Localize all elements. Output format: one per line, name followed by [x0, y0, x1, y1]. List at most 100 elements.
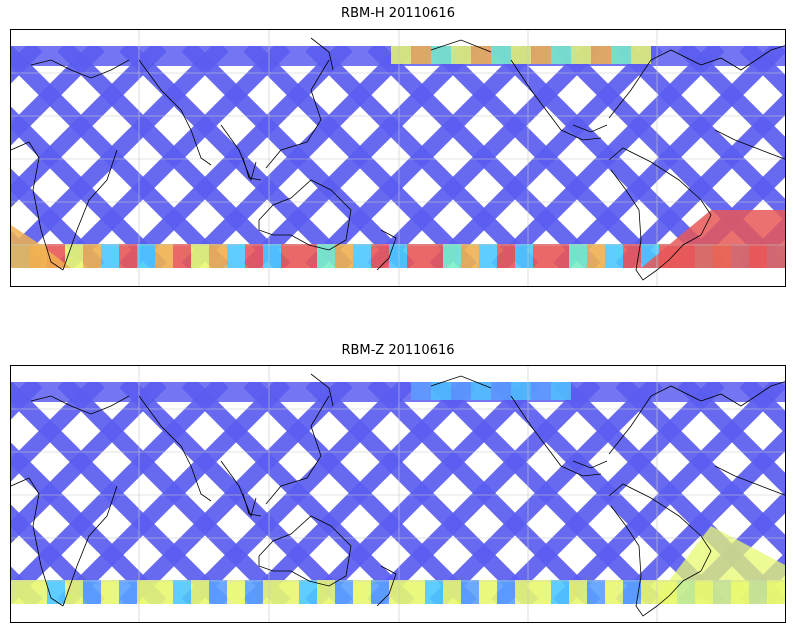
- coastline-segment: [138, 395, 212, 502]
- swath-band-descending: [181, 40, 415, 274]
- graticule: [11, 30, 785, 286]
- south-coverage-cell: [155, 580, 173, 604]
- swath-band-descending: [119, 376, 353, 610]
- south-coverage-cell: [443, 244, 461, 268]
- coastline-segment: [376, 229, 397, 271]
- south-coverage-cell: [335, 580, 353, 604]
- coastline-segment: [265, 395, 330, 505]
- south-coverage-cell: [29, 580, 47, 604]
- north-cool-cell: [451, 382, 471, 400]
- south-coverage-cell: [65, 244, 83, 268]
- south-coverage-cell: [443, 580, 461, 604]
- north-warm-cell: [431, 46, 451, 64]
- south-coverage-cell: [623, 580, 641, 604]
- south-coverage-cell: [47, 580, 65, 604]
- swath-band-descending: [11, 44, 229, 274]
- north-warm-cell: [511, 46, 531, 64]
- south-coverage-cell: [605, 244, 623, 268]
- no-coverage-north: [11, 366, 785, 382]
- coastline-segment: [608, 483, 712, 572]
- no-coverage-north: [11, 30, 785, 46]
- north-warm-cell: [631, 46, 651, 64]
- south-coverage-cell: [281, 580, 299, 604]
- south-coverage-cell: [533, 244, 551, 268]
- coastline-segment: [138, 59, 212, 166]
- south-coverage-cell: [83, 580, 101, 604]
- south-coverage-cell: [389, 580, 407, 604]
- coastline-segment: [572, 460, 608, 469]
- swath-layer: [11, 40, 785, 274]
- coastline-outline-icon: [11, 373, 785, 617]
- north-warm-cell: [451, 46, 471, 64]
- map-canvas-top: [11, 30, 785, 286]
- panel-title-top: RBM-H 20110616: [341, 6, 455, 21]
- coastline-segment: [310, 37, 334, 71]
- swath-band-descending: [11, 442, 167, 610]
- south-coverage-cell: [461, 244, 479, 268]
- swath-band-descending: [739, 376, 785, 434]
- south-coverage-cell: [137, 244, 155, 268]
- south-coverage-cell: [119, 244, 137, 268]
- coastline-segment: [30, 395, 130, 415]
- south-coverage-cell: [245, 244, 263, 268]
- south-coverage-cell: [461, 580, 479, 604]
- swath-band-descending: [305, 376, 539, 610]
- south-coverage-cell: [515, 244, 533, 268]
- south-coverage-cell: [407, 580, 425, 604]
- south-coverage-cell: [209, 244, 227, 268]
- south-coverage-cell: [785, 580, 786, 604]
- south-coverage-cell: [83, 244, 101, 268]
- north-warm-cell: [611, 46, 631, 64]
- south-coverage-cell: [425, 580, 443, 604]
- swath-band-descending: [429, 40, 663, 274]
- south-coverage-cell: [101, 580, 119, 604]
- south-coverage-cell: [371, 244, 389, 268]
- coastline-segment: [608, 147, 712, 236]
- swath-band-descending: [181, 376, 415, 610]
- map-canvas-bottom: [11, 366, 786, 622]
- south-coverage-cell: [191, 580, 209, 604]
- south-coverage-cell: [119, 580, 137, 604]
- south-east-warm-zone: [651, 526, 785, 604]
- south-coverage-cell: [425, 244, 443, 268]
- south-coverage-cell: [299, 244, 317, 268]
- swath-band-descending: [677, 376, 785, 496]
- south-coverage-cell: [407, 244, 425, 268]
- coastline-segment: [714, 129, 785, 160]
- south-coverage-cell: [299, 580, 317, 604]
- coastline-segment: [62, 485, 118, 607]
- coastline-segment: [242, 493, 262, 517]
- north-cool-cell: [411, 382, 431, 400]
- swath-band-descending: [11, 168, 105, 274]
- north-warm-cell: [591, 46, 611, 64]
- north-cool-cell: [551, 382, 571, 400]
- south-coverage-cell: [515, 580, 533, 604]
- south-coverage-cell: [479, 580, 497, 604]
- swath-band-descending: [11, 380, 229, 610]
- north-warm-cell: [551, 46, 571, 64]
- north-coverage-band: [11, 382, 785, 402]
- swath-band-descending: [57, 376, 291, 610]
- swath-band-descending: [119, 40, 353, 274]
- south-coverage-cell: [353, 580, 371, 604]
- swath-band-ascending: [11, 376, 105, 482]
- south-coverage-cell: [569, 244, 587, 268]
- coastline-segment: [700, 45, 785, 71]
- north-warm-cell: [491, 46, 511, 64]
- north-warm-cell: [411, 46, 431, 64]
- coastline-segment: [510, 395, 602, 477]
- south-coverage-cell: [155, 244, 173, 268]
- map-panel-bottom: [10, 365, 786, 623]
- map-panel-top: [10, 29, 786, 287]
- coastline-segment: [376, 565, 397, 607]
- south-coverage-cell: [317, 580, 335, 604]
- no-coverage-south: [11, 604, 785, 622]
- south-coverage-cell: [191, 244, 209, 268]
- south-coverage-cell: [371, 580, 389, 604]
- south-coverage-cell: [65, 580, 83, 604]
- south-coverage-cell: [551, 244, 569, 268]
- south-coverage-cell: [533, 580, 551, 604]
- south-coverage-cell: [173, 244, 191, 268]
- south-coverage-cell: [587, 244, 605, 268]
- south-coverage-cell: [353, 244, 371, 268]
